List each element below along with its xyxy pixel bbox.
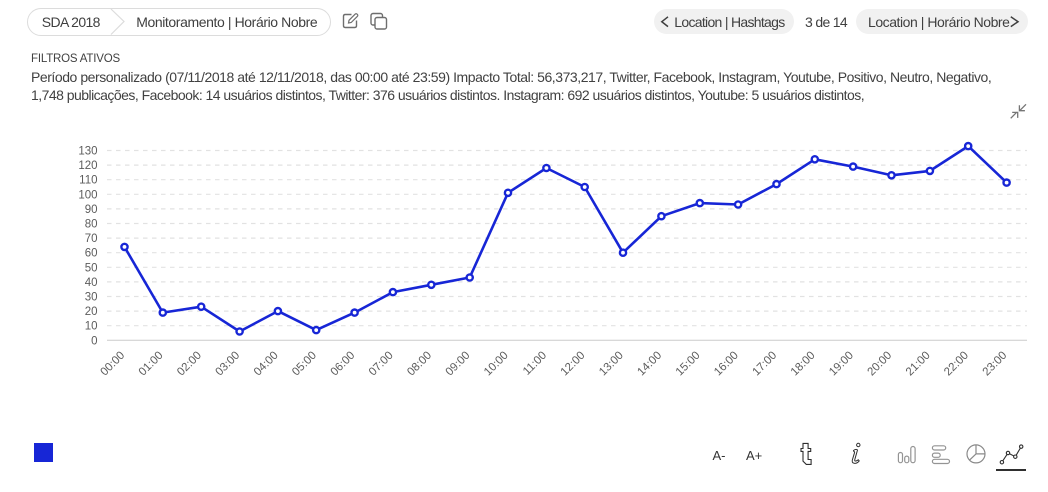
svg-text:30: 30	[85, 292, 98, 304]
svg-text:21:00: 21:00	[904, 350, 933, 379]
svg-text:07:00: 07:00	[367, 350, 396, 379]
svg-text:100: 100	[78, 189, 97, 201]
svg-text:0: 0	[91, 335, 97, 347]
svg-text:110: 110	[79, 175, 97, 187]
svg-text:20: 20	[85, 306, 98, 318]
svg-text:120: 120	[78, 160, 97, 172]
svg-text:50: 50	[85, 262, 98, 274]
svg-text:10:00: 10:00	[482, 350, 511, 379]
svg-text:23:00: 23:00	[981, 350, 1010, 379]
svg-text:20:00: 20:00	[865, 350, 894, 379]
svg-text:02:00: 02:00	[175, 350, 204, 379]
svg-text:13:00: 13:00	[597, 350, 626, 379]
svg-text:19:00: 19:00	[827, 350, 856, 379]
svg-text:01:00: 01:00	[137, 350, 166, 379]
svg-text:16:00: 16:00	[712, 350, 741, 379]
svg-text:70: 70	[85, 233, 98, 245]
svg-text:22:00: 22:00	[942, 350, 971, 379]
svg-text:90: 90	[85, 204, 98, 216]
svg-text:12:00: 12:00	[559, 350, 588, 379]
svg-text:130: 130	[78, 146, 97, 158]
svg-text:11:00: 11:00	[521, 350, 549, 378]
svg-text:00:00: 00:00	[98, 350, 127, 379]
svg-text:08:00: 08:00	[405, 350, 434, 379]
svg-text:06:00: 06:00	[329, 350, 358, 379]
svg-text:80: 80	[85, 219, 98, 231]
svg-text:04:00: 04:00	[252, 350, 281, 379]
svg-text:60: 60	[85, 248, 98, 260]
svg-text:03:00: 03:00	[213, 350, 242, 379]
svg-text:15:00: 15:00	[674, 350, 703, 379]
svg-text:18:00: 18:00	[789, 350, 818, 379]
svg-text:05:00: 05:00	[290, 350, 319, 379]
svg-text:09:00: 09:00	[444, 350, 473, 379]
svg-text:40: 40	[85, 277, 98, 289]
svg-text:10: 10	[85, 321, 98, 333]
svg-text:17:00: 17:00	[750, 350, 779, 379]
svg-text:14:00: 14:00	[635, 350, 664, 379]
